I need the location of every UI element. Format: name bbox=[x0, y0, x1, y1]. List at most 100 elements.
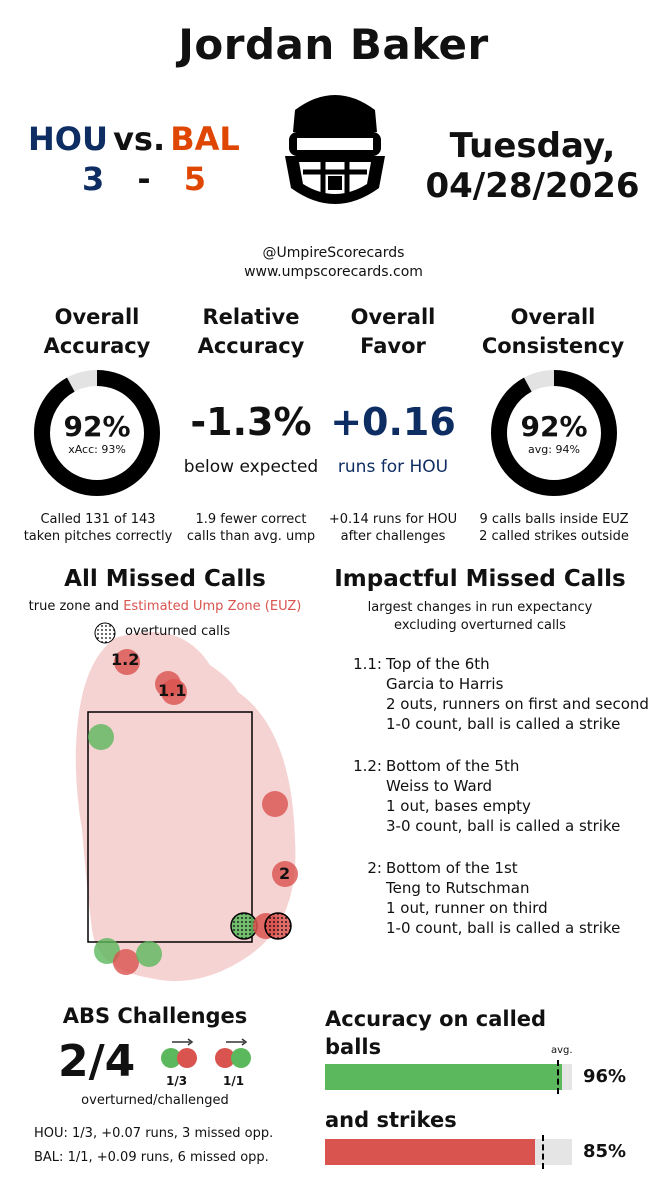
relative-caption-line2: calls than avg. ump bbox=[186, 529, 316, 544]
point-label-1-2: 1.2 bbox=[111, 650, 140, 669]
relative-title-line2: Accuracy bbox=[197, 334, 305, 358]
ball-icon bbox=[161, 1048, 181, 1068]
impactful-item-count: 1-0 count, ball is called a strike bbox=[386, 715, 621, 733]
relative-caption: 1.9 fewer correct calls than avg. ump bbox=[176, 511, 326, 545]
balls-value: 96% bbox=[583, 1066, 627, 1087]
called-balls-title: Accuracy on called balls bbox=[325, 1005, 546, 1061]
impactful-item-inning: Bottom of the 1st bbox=[386, 859, 518, 877]
point-label-2: 2 bbox=[279, 864, 291, 883]
relative-title-line1: Relative bbox=[202, 305, 300, 329]
favor-title: Overall Favor bbox=[318, 303, 468, 361]
impactful-item-id: 2: bbox=[367, 859, 382, 877]
abs-caption: overturned/challenged bbox=[81, 1093, 229, 1108]
strike-icon bbox=[177, 1048, 197, 1068]
impactful-item-inning: Top of the 6th bbox=[386, 655, 490, 673]
date-weekday: Tuesday, bbox=[449, 126, 616, 166]
impactful-item-matchup: Teng to Rutschman bbox=[386, 879, 530, 897]
favor-sub: runs for HOU bbox=[337, 457, 449, 477]
score-dash: - bbox=[137, 160, 151, 198]
missed-call-point bbox=[88, 724, 114, 750]
impactful-item-matchup: Weiss to Ward bbox=[386, 777, 493, 795]
strikes-avg-marker bbox=[542, 1135, 545, 1169]
impactful-item-inning: Bottom of the 5th bbox=[386, 757, 520, 775]
website-link[interactable]: www.umpscorecards.com bbox=[244, 264, 423, 280]
xacc-value: xAcc: 93% bbox=[68, 443, 126, 456]
consistency-ring: 92% avg: 94% bbox=[489, 368, 619, 498]
balls-avg-marker bbox=[557, 1060, 560, 1094]
missed-call-point bbox=[161, 679, 187, 705]
accuracy-title-line1: Overall bbox=[54, 305, 140, 329]
overturned-call-point bbox=[264, 912, 292, 940]
accuracy-value: 92% bbox=[63, 410, 131, 443]
favor-caption-line1: +0.14 runs for HOU bbox=[328, 512, 458, 527]
point-label-1-1: 1.1 bbox=[158, 681, 187, 700]
impactful-subtitle-line1: largest changes in run expectancy bbox=[367, 600, 593, 615]
missed-call-point bbox=[94, 938, 120, 964]
impactful-title: Impactful Missed Calls bbox=[334, 566, 626, 592]
consistency-caption-line2: 2 called strikes outside bbox=[479, 529, 629, 544]
legend-overturned-icon bbox=[94, 622, 116, 644]
missed-call-point bbox=[272, 861, 298, 887]
vs-label: vs. bbox=[113, 120, 166, 158]
impactful-subtitle-line2: excluding overturned calls bbox=[394, 618, 566, 633]
called-strikes-title: and strikes bbox=[325, 1108, 457, 1132]
relative-title: Relative Accuracy bbox=[176, 303, 326, 361]
consistency-ring-fill bbox=[491, 370, 617, 496]
consistency-caption: 9 calls balls inside EUZ 2 called strike… bbox=[464, 511, 644, 545]
missed-call-point bbox=[114, 649, 140, 675]
impactful-subtitle: largest changes in run expectancy exclud… bbox=[310, 599, 650, 635]
away-team: HOU bbox=[28, 120, 108, 158]
impactful-item-situation: 1 out, runner on third bbox=[386, 899, 548, 917]
umpire-name: Jordan Baker bbox=[178, 20, 489, 69]
called-balls-title-line1: Accuracy on called bbox=[325, 1007, 547, 1031]
missed-calls-subtitle-euz: Estimated Ump Zone (EUZ) bbox=[123, 599, 302, 614]
strike-icon bbox=[215, 1048, 235, 1068]
date-value: 04/28/2026 bbox=[425, 166, 640, 206]
consistency-value: 92% bbox=[520, 410, 588, 443]
abs-hou-line: HOU: 1/3, +0.07 runs, 3 missed opp. bbox=[34, 1126, 274, 1141]
missed-calls-title: All Missed Calls bbox=[64, 566, 266, 592]
abs-ratio: 2/4 bbox=[58, 1036, 136, 1087]
accuracy-caption-line2: taken pitches correctly bbox=[23, 529, 173, 544]
abs-bal-line: BAL: 1/1, +0.09 runs, 6 missed opp. bbox=[34, 1150, 269, 1165]
home-team: BAL bbox=[170, 120, 240, 158]
balls-bar-fill bbox=[325, 1064, 563, 1090]
balls-bar-track bbox=[325, 1060, 572, 1094]
accuracy-caption: Called 131 of 143 taken pitches correctl… bbox=[8, 511, 188, 545]
strikes-value: 85% bbox=[583, 1141, 627, 1162]
missed-calls-plot: overturned calls 1.2 1.1 2 bbox=[0, 620, 330, 990]
impactful-item-situation: 1 out, bases empty bbox=[386, 797, 531, 815]
game-date: Tuesday, 04/28/2026 bbox=[410, 126, 655, 206]
matchup: HOU vs. BAL bbox=[28, 120, 248, 158]
twitter-handle: @UmpireScorecards bbox=[262, 245, 405, 261]
abs-hou-ratio: 1/3 bbox=[166, 1074, 188, 1088]
accuracy-ring-fill bbox=[34, 370, 160, 496]
true-strike-zone bbox=[87, 711, 253, 943]
avg-label: avg. bbox=[551, 1045, 573, 1056]
relative-caption-line1: 1.9 fewer correct bbox=[195, 512, 307, 527]
impactful-item-situation: 2 outs, runners on first and second bbox=[386, 695, 649, 713]
missed-call-point bbox=[136, 941, 162, 967]
legend-overturned-label: overturned calls bbox=[125, 624, 231, 639]
missed-call-point bbox=[262, 791, 288, 817]
missed-calls-subtitle: true zone and Estimated Ump Zone (EUZ) bbox=[0, 599, 330, 614]
favor-title-line2: Favor bbox=[360, 334, 426, 358]
ball-icon bbox=[231, 1048, 251, 1068]
impactful-item-count: 3-0 count, ball is called a strike bbox=[386, 817, 621, 835]
relative-value: -1.3% bbox=[190, 400, 312, 444]
favor-title-line1: Overall bbox=[350, 305, 436, 329]
accuracy-title-line2: Accuracy bbox=[43, 334, 151, 358]
umpire-mask-icon bbox=[275, 80, 395, 220]
strikes-bar-fill bbox=[325, 1139, 535, 1165]
missed-call-point bbox=[113, 949, 139, 975]
impactful-item-matchup: Garcia to Harris bbox=[386, 675, 504, 693]
relative-sub: below expected bbox=[183, 457, 319, 477]
strikes-bar-track bbox=[325, 1135, 572, 1169]
favor-caption-line2: after challenges bbox=[340, 529, 446, 544]
accuracy-title: Overall Accuracy bbox=[22, 303, 172, 361]
missed-calls-subtitle-plain: true zone and bbox=[28, 599, 124, 614]
favor-value: +0.16 bbox=[330, 400, 456, 444]
away-score: 3 bbox=[82, 160, 105, 198]
accuracy-ring: 92% xAcc: 93% bbox=[32, 368, 162, 498]
euz-zone bbox=[75, 632, 296, 982]
